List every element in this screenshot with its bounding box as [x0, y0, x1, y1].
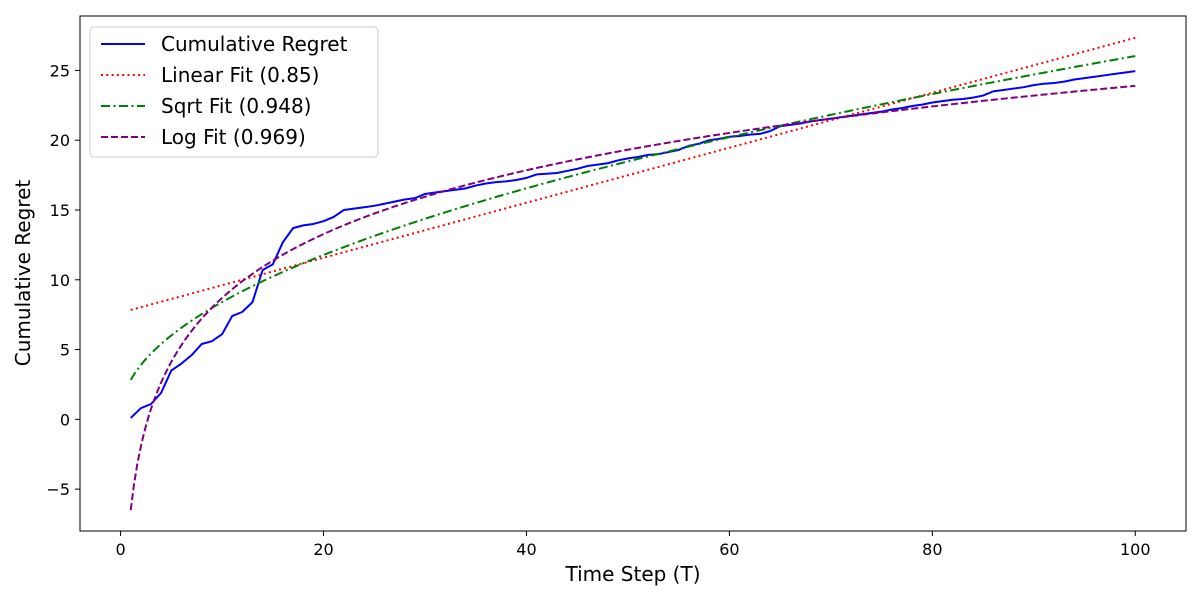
y-tick-label: 20 — [50, 131, 70, 150]
legend-frame — [89, 26, 379, 158]
y-tick-label: 0 — [60, 410, 70, 429]
legend-label-linear-fit: Linear Fit (0.85) — [161, 63, 319, 87]
y-axis-ticks: −5 0 5 10 15 20 25 — [46, 61, 80, 499]
y-tick-label: −5 — [46, 480, 70, 499]
x-tick-label: 0 — [115, 540, 125, 559]
series-line-log-fit — [129, 84, 1136, 511]
y-tick-label: 15 — [50, 201, 70, 220]
legend-label-cumulative-regret: Cumulative Regret — [161, 32, 348, 56]
x-axis-label: Time Step (T) — [564, 562, 700, 586]
x-tick-label: 20 — [313, 540, 333, 559]
series-layer — [129, 36, 1136, 511]
x-axis-ticks: 0 20 40 60 80 100 — [115, 531, 1151, 559]
x-tick-label: 100 — [1120, 540, 1151, 559]
y-tick-label: 5 — [60, 341, 70, 360]
legend: Cumulative Regret Linear Fit (0.85) Sqrt… — [89, 26, 379, 158]
x-tick-label: 40 — [516, 540, 536, 559]
x-tick-label: 60 — [719, 540, 739, 559]
legend-label-sqrt-fit: Sqrt Fit (0.948) — [161, 94, 311, 118]
y-tick-label: 25 — [50, 61, 70, 80]
y-axis-label: Cumulative Regret — [11, 180, 35, 367]
legend-label-log-fit: Log Fit (0.969) — [161, 125, 306, 149]
series-line-sqrt-fit — [129, 55, 1136, 381]
series-line-cumulative-regret — [130, 70, 1136, 419]
series-line-linear-fit — [130, 36, 1136, 311]
plot-frame — [79, 15, 1187, 532]
y-tick-label: 10 — [50, 271, 70, 290]
x-tick-label: 80 — [922, 540, 942, 559]
